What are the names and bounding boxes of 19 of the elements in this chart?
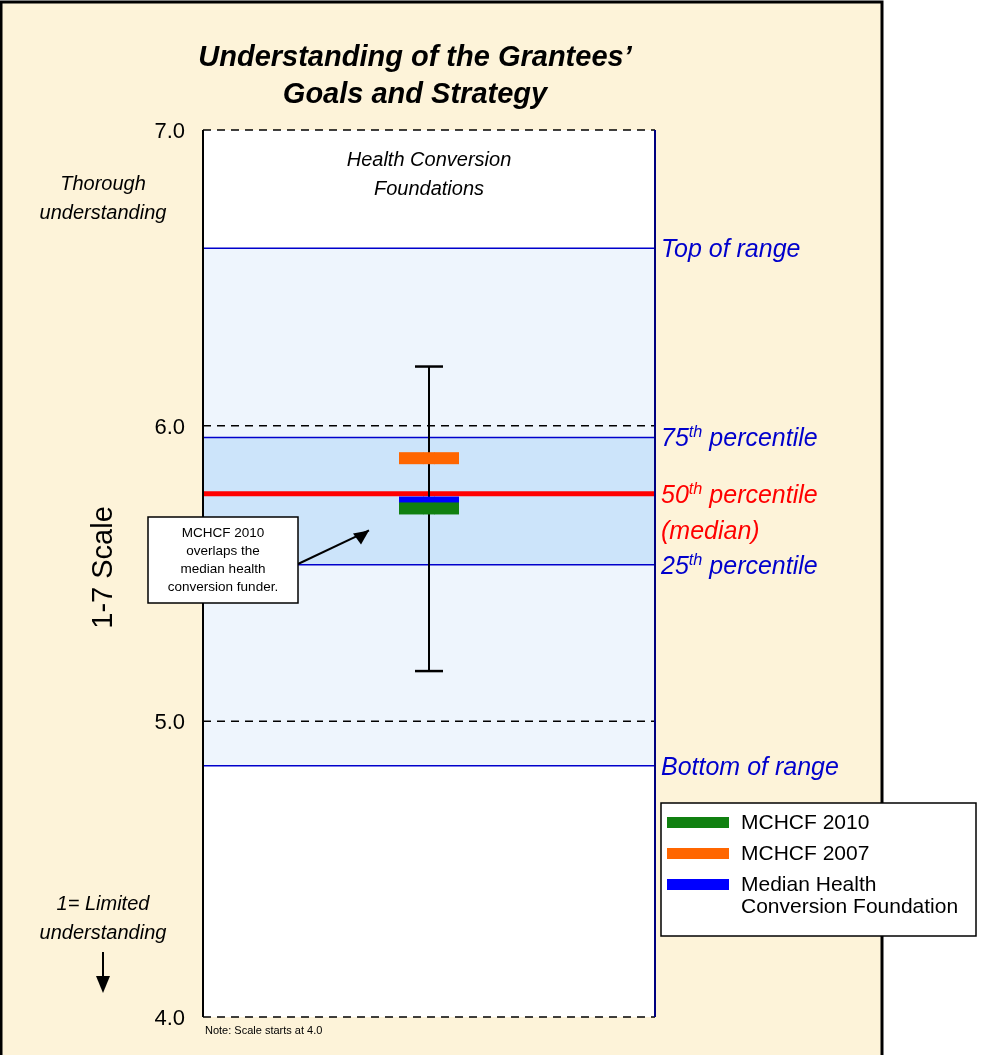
annotation: MCHCF 2010 overlaps the median health conversion funder. — [167, 525, 279, 594]
text: 1= Limited understanding — [39, 892, 167, 943]
text: Thorough understanding — [39, 172, 167, 223]
ref-line-label: 75$^{th}$ percentile — [661, 422, 818, 452]
y-tick-label: 7.0 — [154, 118, 185, 143]
x-tick-label: Health Conversion Foundations — [346, 148, 512, 199]
ref-line-label: Top of range — [661, 234, 801, 263]
ref-line-label: Bottom of range — [661, 751, 839, 780]
chart-title: Understanding of the Grantees’ Goals and Strategy — [198, 40, 633, 109]
y-tick-label: 5.0 — [154, 709, 185, 735]
text: Note: Scale starts at 4.0 — [205, 1024, 323, 1036]
y-tick-label: 6.0 — [154, 413, 185, 439]
legend-label: Median Health Conversion Foundation — [741, 872, 959, 917]
legend-label: MCHCF 2010 — [741, 810, 870, 833]
legend-label: MCHCF 2007 — [741, 841, 870, 864]
y-tick-label: 4.0 — [154, 1005, 185, 1030]
ref-line-label: 50$^{th}$ percentile (median) — [661, 478, 818, 544]
ref-line-label: 25$^{th}$ percentile — [660, 549, 818, 579]
y-axis-title: 1-7 Scale — [86, 506, 118, 629]
